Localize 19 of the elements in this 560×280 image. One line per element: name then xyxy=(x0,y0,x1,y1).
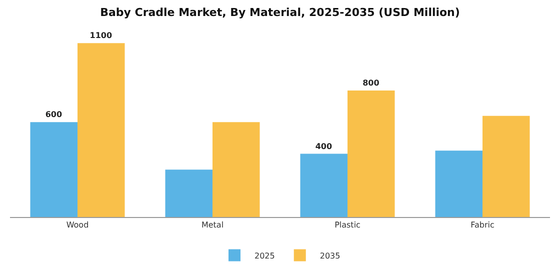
bar xyxy=(482,116,530,217)
bar xyxy=(165,170,212,217)
bar xyxy=(348,90,395,217)
data-label: 600 xyxy=(45,110,62,120)
x-tick-label: Metal xyxy=(201,220,224,230)
bar xyxy=(435,150,482,217)
chart-title: Baby Cradle Market, By Material, 2025-2035 (USD Million) xyxy=(100,6,460,20)
bar xyxy=(30,122,78,217)
legend-label: 2035 xyxy=(320,251,340,260)
bar xyxy=(78,43,125,217)
bar xyxy=(300,154,348,217)
x-tick-label: Wood xyxy=(66,220,89,230)
data-label: 1100 xyxy=(90,31,112,40)
data-label: 400 xyxy=(315,142,332,151)
bar xyxy=(212,122,260,217)
legend-label: 2025 xyxy=(254,251,275,260)
x-tick-label: Fabric xyxy=(470,220,494,230)
x-tick-label: Plastic xyxy=(334,220,360,230)
data-label: 800 xyxy=(362,78,380,88)
